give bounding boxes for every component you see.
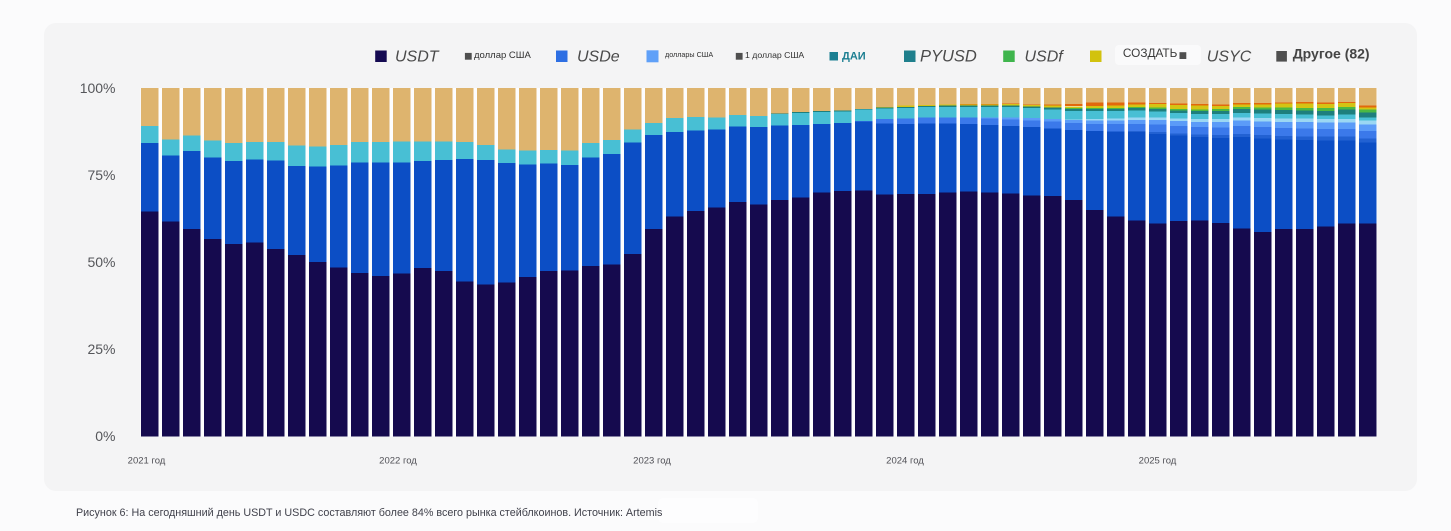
svg-text:50%: 50% [87, 254, 115, 270]
svg-text:1 доллар США: 1 доллар США [745, 50, 804, 60]
svg-text:ДАИ: ДАИ [842, 51, 866, 63]
svg-text:PYUSD: PYUSD [920, 48, 977, 66]
svg-text:25%: 25% [87, 341, 115, 357]
svg-text:USYC: USYC [1207, 49, 1252, 66]
svg-text:СОЗДАТЬ: СОЗДАТЬ [1123, 46, 1178, 60]
svg-text:Другое (82): Другое (82) [1293, 46, 1370, 62]
svg-text:доллары США: доллары США [665, 50, 713, 59]
svg-text:2022 год: 2022 год [379, 456, 417, 467]
svg-text:2023 год: 2023 год [633, 456, 671, 467]
svg-text:2025 год: 2025 год [1139, 456, 1177, 467]
svg-text:100%: 100% [80, 80, 116, 96]
svg-text:75%: 75% [87, 167, 115, 183]
svg-text:доллар США: доллар США [474, 50, 531, 61]
svg-text:2021 год: 2021 год [128, 456, 166, 467]
svg-text:2024 год: 2024 год [886, 456, 924, 467]
svg-text:USDf: USDf [1025, 49, 1065, 66]
svg-text:USDe: USDe [577, 49, 620, 66]
svg-text:Рисунок 6: На сегодняшний день: Рисунок 6: На сегодняшний день USDT и US… [76, 507, 662, 519]
svg-text:USDT: USDT [395, 49, 440, 66]
svg-text:0%: 0% [95, 428, 115, 444]
